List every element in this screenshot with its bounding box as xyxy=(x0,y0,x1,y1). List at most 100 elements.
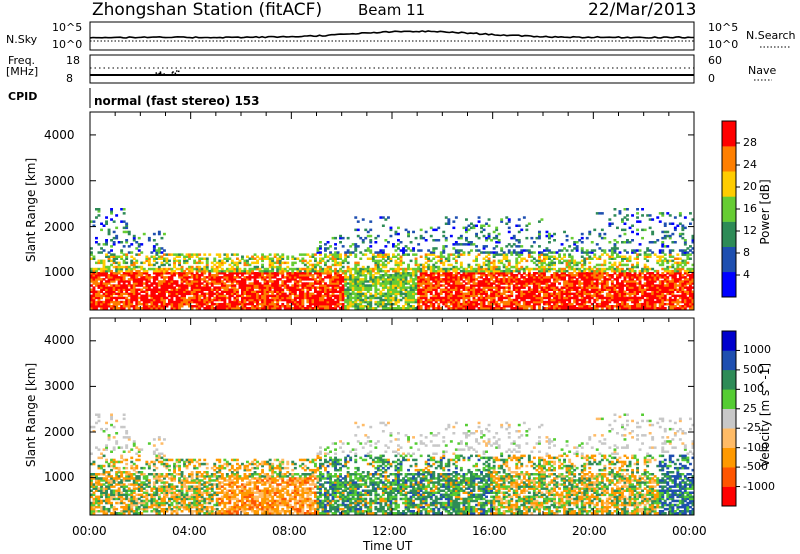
velocity-cell xyxy=(301,458,305,462)
power-cell xyxy=(180,298,184,302)
power-cell xyxy=(125,226,129,230)
velocity-cell xyxy=(130,489,134,492)
power-cell xyxy=(200,282,204,285)
power-cell xyxy=(100,222,103,225)
power-cell xyxy=(190,253,194,256)
velocity-cell xyxy=(296,493,300,497)
velocity-cell xyxy=(125,444,129,447)
power-cell xyxy=(268,276,272,279)
power-cell xyxy=(301,284,305,287)
power-cell xyxy=(336,290,340,293)
power-cell xyxy=(205,276,209,279)
power-cell xyxy=(246,259,249,263)
power-cell xyxy=(160,276,164,279)
power-cell xyxy=(205,288,209,291)
power-cell xyxy=(296,300,300,304)
velocity-cell xyxy=(266,507,270,511)
velocity-cell xyxy=(376,487,380,490)
power-cell xyxy=(155,296,159,300)
power-cell xyxy=(241,274,244,277)
power-cell xyxy=(341,276,345,279)
power-cell xyxy=(316,276,320,279)
velocity-cell xyxy=(241,501,244,505)
power-cell xyxy=(195,307,199,310)
power-cell xyxy=(243,261,247,265)
velocity-cell xyxy=(326,510,330,513)
power-cell xyxy=(157,298,161,302)
power-cell xyxy=(208,298,212,302)
velocity-cell xyxy=(384,464,388,468)
power-cell xyxy=(208,294,212,298)
power-cell xyxy=(334,274,337,277)
velocity-cell xyxy=(102,483,106,486)
velocity-cell xyxy=(193,489,197,492)
velocity-cell xyxy=(336,458,340,462)
power-cell xyxy=(178,300,181,304)
power-cell xyxy=(175,307,179,310)
velocity-cell xyxy=(371,464,375,468)
velocity-cell xyxy=(225,493,229,497)
velocity-cell xyxy=(220,466,224,470)
power-cell xyxy=(117,284,121,287)
power-cell xyxy=(140,276,144,279)
velocity-cell xyxy=(147,479,151,482)
power-cell xyxy=(381,294,385,298)
power-cell xyxy=(122,272,126,275)
power-cell xyxy=(97,282,101,285)
velocity-cell xyxy=(354,483,358,486)
power-cell xyxy=(394,276,398,279)
velocity-cell xyxy=(180,473,184,476)
power-cell xyxy=(389,284,393,287)
velocity-cell xyxy=(95,446,98,449)
velocity-cell xyxy=(266,499,270,503)
power-cell xyxy=(273,280,277,283)
velocity-cell xyxy=(344,456,348,460)
velocity-cell xyxy=(394,464,398,468)
velocity-cell xyxy=(241,479,244,482)
power-cell xyxy=(198,276,202,279)
velocity-cell xyxy=(256,487,259,490)
velocity-cell xyxy=(316,491,320,494)
velocity-cell xyxy=(263,512,267,515)
velocity-cell xyxy=(369,512,373,515)
velocity-cell xyxy=(324,489,327,492)
power-cell xyxy=(319,294,322,298)
power-cell xyxy=(125,305,129,308)
power-cell xyxy=(319,305,322,308)
power-cell xyxy=(374,288,378,291)
velocity-cell xyxy=(132,483,136,486)
velocity-cell xyxy=(210,495,214,499)
power-cell xyxy=(369,284,373,287)
velocity-cell xyxy=(228,468,232,472)
velocity-cell xyxy=(127,512,131,515)
power-cell xyxy=(392,274,395,277)
power-cell xyxy=(253,294,257,298)
power-cell xyxy=(200,257,204,260)
power-cell xyxy=(215,265,219,269)
velocity-cell xyxy=(105,471,108,474)
power-cell xyxy=(394,267,398,271)
power-cell xyxy=(142,261,146,265)
power-cell xyxy=(102,263,106,267)
power-cell xyxy=(213,267,217,271)
power-cell xyxy=(344,288,348,291)
power-cell xyxy=(261,257,264,260)
velocity-cell xyxy=(122,479,126,482)
velocity-cell xyxy=(331,505,335,509)
velocity-cell xyxy=(356,507,360,511)
velocity-cell xyxy=(135,446,139,449)
power-cell xyxy=(210,269,214,273)
power-cell xyxy=(339,234,342,238)
velocity-cell xyxy=(205,497,209,501)
power-cell xyxy=(92,290,96,293)
velocity-cell xyxy=(112,446,116,449)
power-cell xyxy=(185,300,189,304)
power-cell xyxy=(183,300,186,304)
power-cell xyxy=(321,267,325,271)
velocity-cell xyxy=(228,510,232,513)
velocity-cell xyxy=(163,458,166,462)
power-cell xyxy=(90,220,93,223)
nsky-label: N.Sky xyxy=(6,33,38,46)
power-cell xyxy=(178,253,181,256)
velocity-cell xyxy=(105,421,108,425)
